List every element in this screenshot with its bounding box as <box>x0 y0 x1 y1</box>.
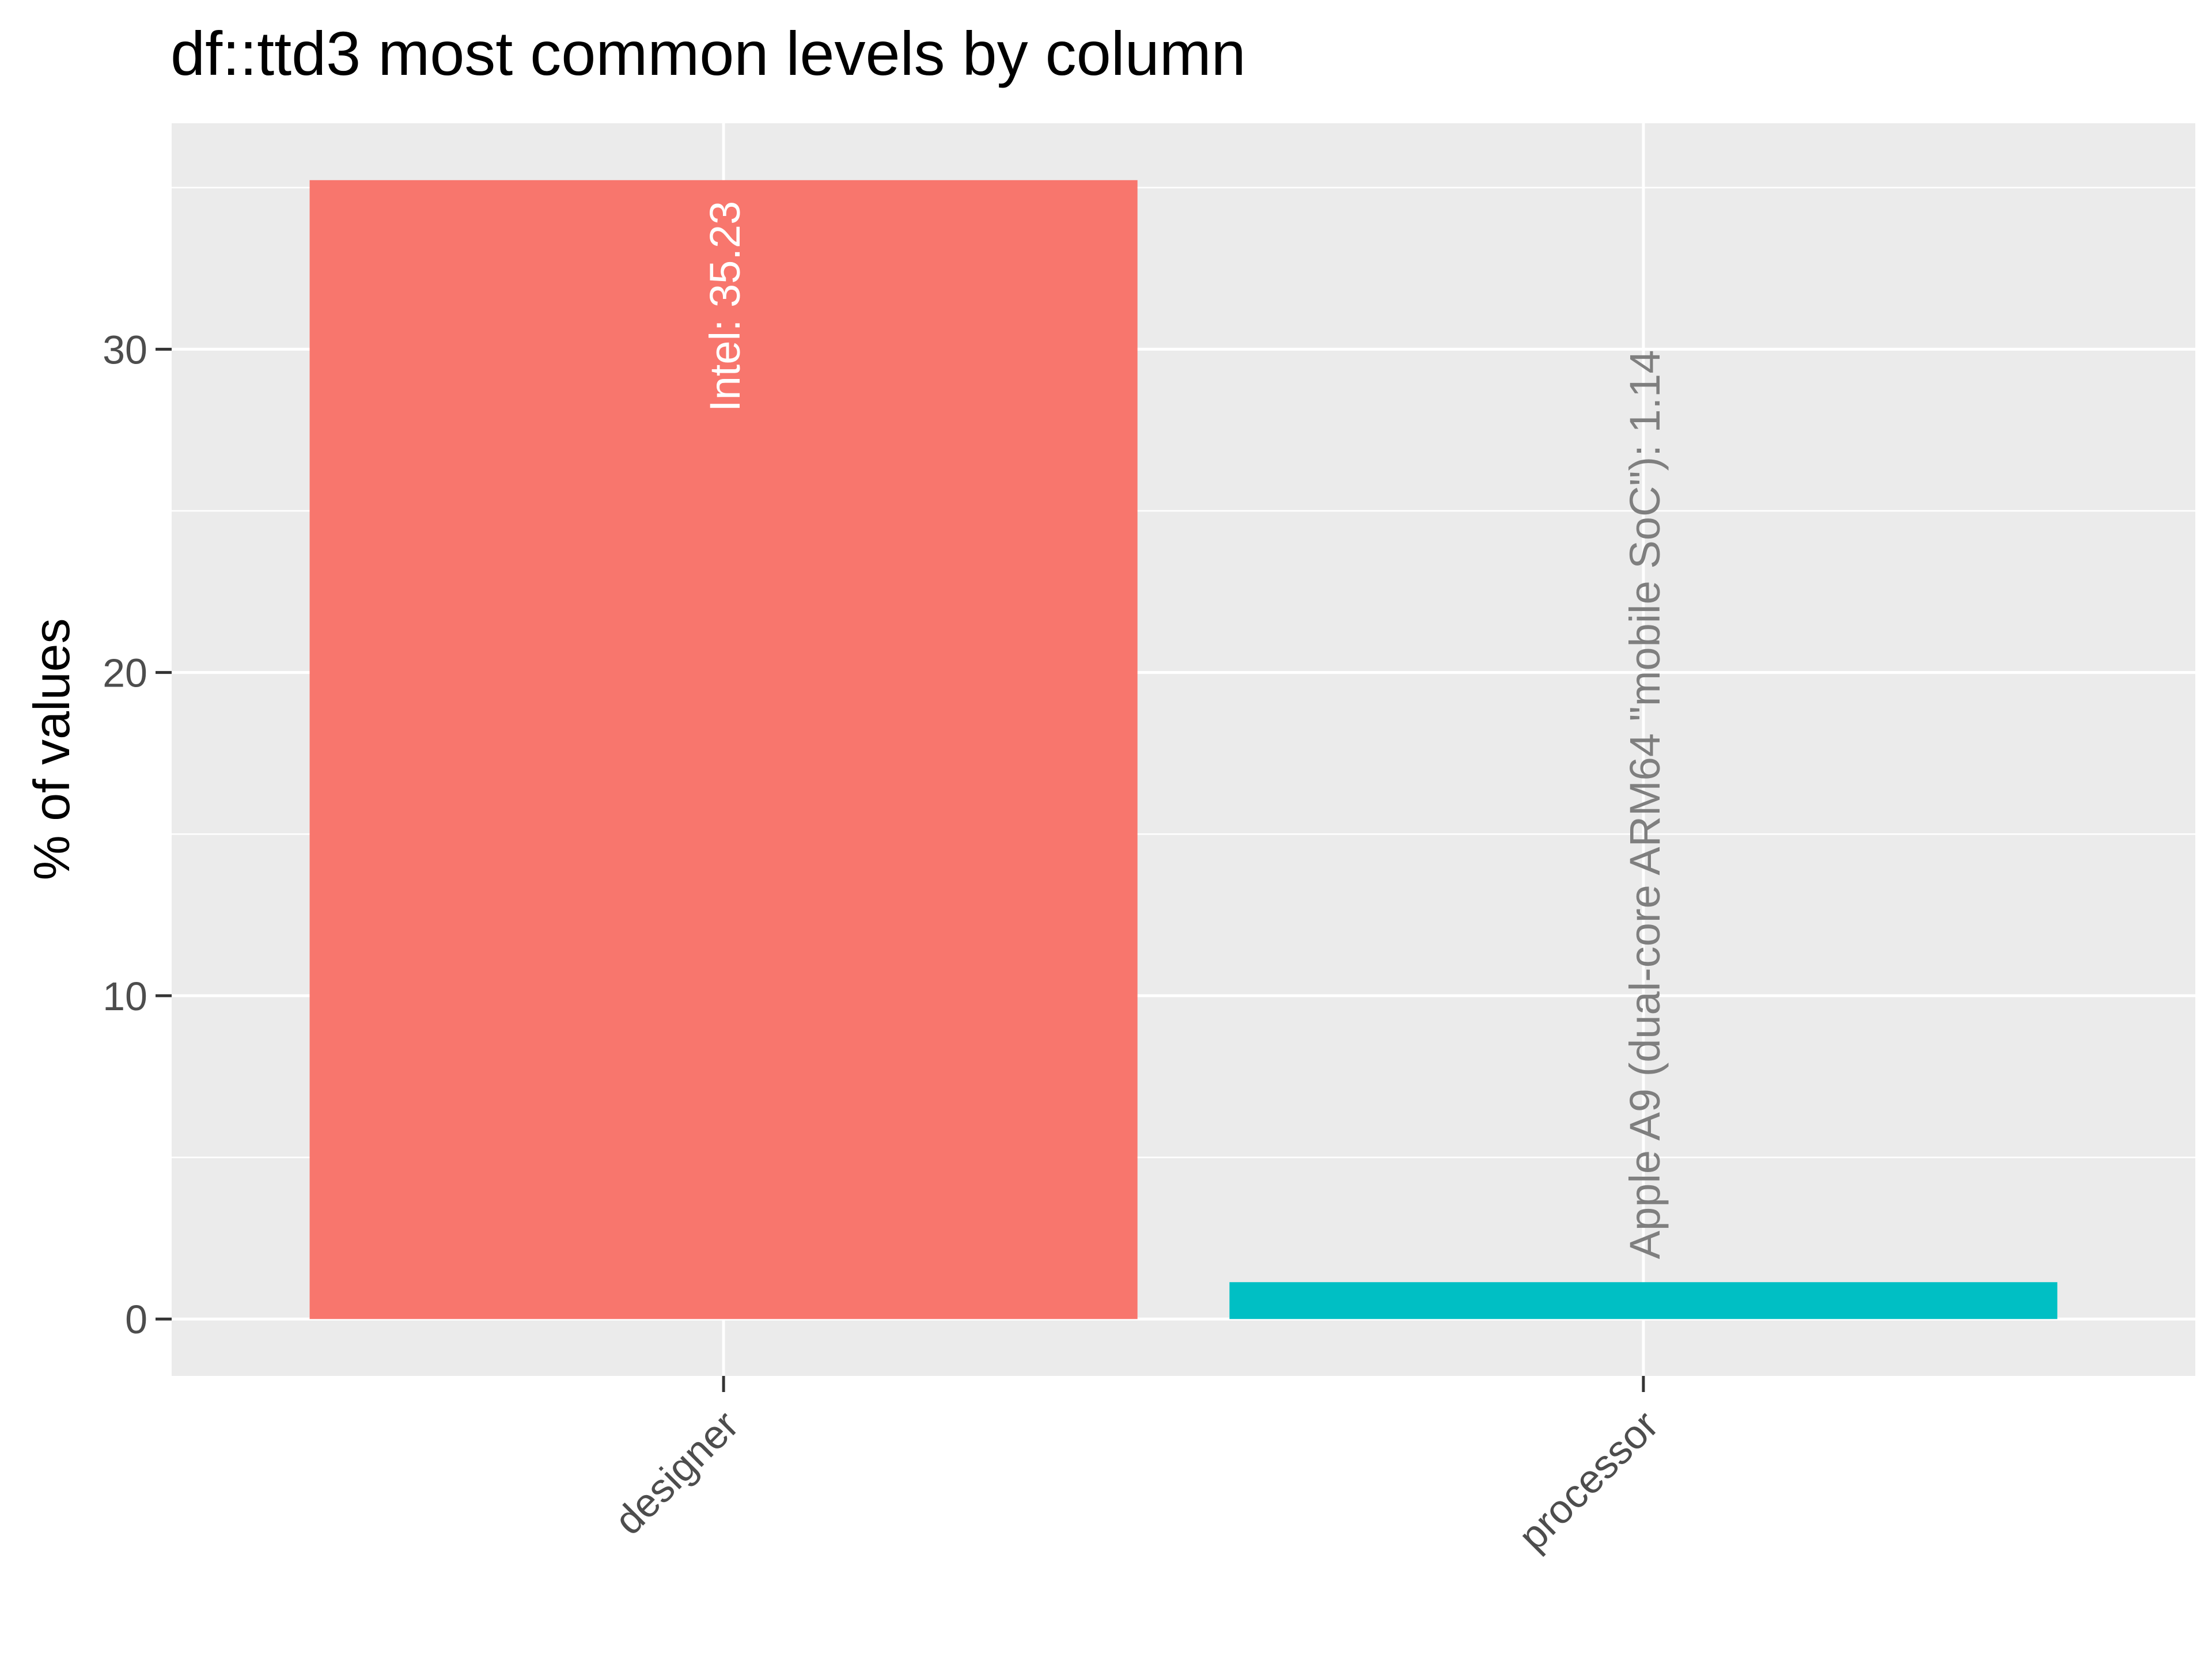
x-tick-label: processor <box>1510 1402 1666 1558</box>
y-tick-label: 20 <box>103 651 147 696</box>
bar-label-processor: Apple A9 (dual-core ARM64 "mobile SoC"):… <box>1621 350 1669 1260</box>
y-tick-label: 10 <box>103 974 147 1019</box>
x-axis: designer processor <box>606 1376 1667 1559</box>
bar-labels: Intel: 35.23 Apple A9 (dual-core ARM64 "m… <box>701 201 1669 1259</box>
y-tick-label: 30 <box>103 327 147 372</box>
y-tick-label: 0 <box>125 1297 147 1342</box>
chart-title: df::ttd3 most common levels by column <box>171 18 1246 88</box>
y-axis-label: % of values <box>23 619 80 881</box>
bar-label-designer: Intel: 35.23 <box>701 201 749 412</box>
bars <box>309 180 2058 1319</box>
bar-processor <box>1229 1282 2058 1319</box>
y-axis: 0 10 20 30 <box>103 327 172 1342</box>
bar-designer <box>309 180 1138 1319</box>
x-tick-label: designer <box>606 1402 747 1543</box>
